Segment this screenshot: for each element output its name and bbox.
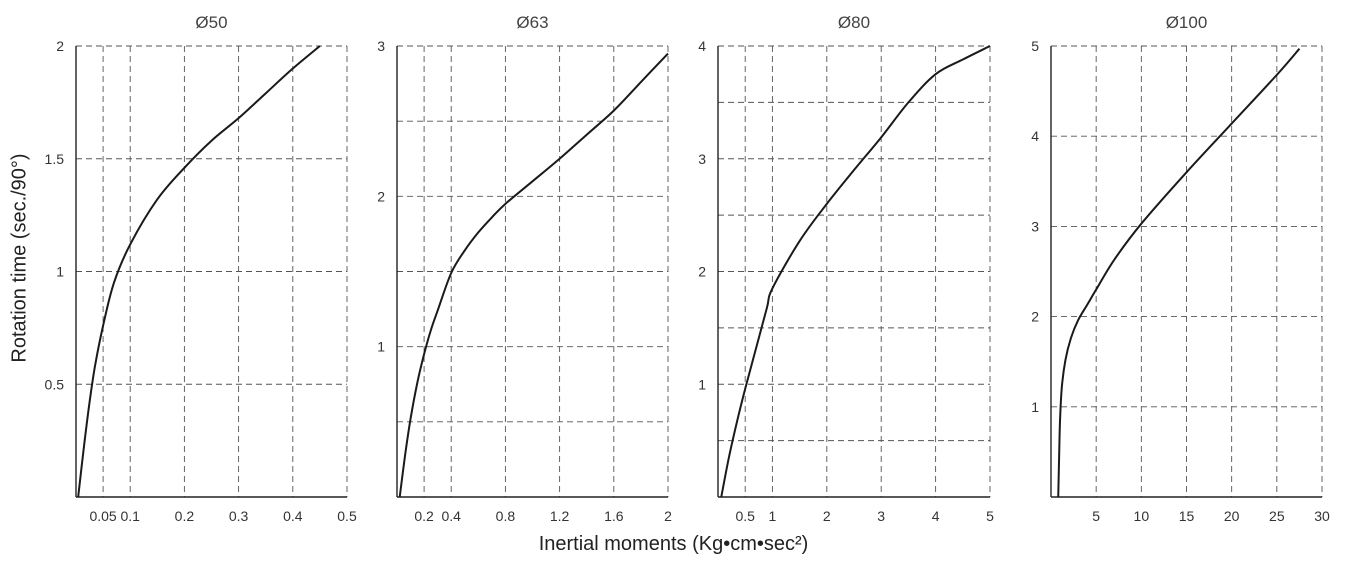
y-axis-label: Rotation time (sec./90°) (8, 153, 31, 363)
series-line-1 (398, 52, 669, 498)
chart-panel-4: 1 2 3 4 5 5 10 15 20 25 30 Ø100 (1031, 13, 1330, 524)
x-tick-label: 30 (1314, 508, 1330, 524)
y-tick-label: 4 (1031, 128, 1039, 144)
x-tick-label: 0.2 (414, 508, 434, 524)
y-tick-label: 1 (698, 376, 706, 392)
x-tick-label: 0.4 (441, 508, 461, 524)
x-tick-label: 5 (986, 508, 994, 524)
x-tick-label: 0.5 (735, 508, 755, 524)
y-tick-label: 4 (698, 38, 706, 54)
y-tick-label: 2 (377, 188, 385, 204)
x-tick-label: 4 (932, 508, 940, 524)
y-tick-label: 3 (1031, 218, 1039, 234)
series-line-1 (1057, 48, 1301, 498)
x-tick-label: 10 (1134, 508, 1150, 524)
x-tick-label: 1 (769, 508, 777, 524)
y-tick-label: 1 (56, 264, 64, 280)
x-tick-label: 0.5 (337, 508, 357, 524)
x-tick-label: 2 (823, 508, 831, 524)
y-tick-label: 3 (698, 151, 706, 167)
x-tick-label: 0.1 (120, 508, 140, 524)
x-tick-label: 25 (1269, 508, 1285, 524)
x-tick-label: 1.2 (550, 508, 570, 524)
y-tick-label: 1 (1031, 399, 1039, 415)
y-tick-label: 2 (698, 264, 706, 280)
chart-title: Ø80 (838, 13, 870, 32)
x-tick-label: 0.8 (496, 508, 516, 524)
series-line-1 (720, 45, 991, 498)
chart-title: Ø50 (195, 13, 227, 32)
x-tick-label: 15 (1179, 508, 1195, 524)
y-tick-label: 0.5 (45, 376, 65, 392)
chart-panel-2: 1 2 3 0.2 0.4 0.8 1.2 1.6 2 Ø63 (377, 13, 672, 524)
chart-title: Ø63 (516, 13, 548, 32)
x-tick-label: 3 (877, 508, 885, 524)
y-tick-label: 2 (1031, 309, 1039, 325)
x-tick-label: 0.3 (229, 508, 249, 524)
y-tick-label: 3 (377, 38, 385, 54)
x-tick-label: 20 (1224, 508, 1240, 524)
series-line-1 (77, 45, 321, 498)
y-tick-label: 5 (1031, 38, 1039, 54)
x-tick-label: 0.05 (89, 508, 116, 524)
x-axis-label: Inertial moments (Kg•cm•sec²) (538, 533, 809, 555)
x-tick-label: 5 (1092, 508, 1100, 524)
y-tick-label: 1.5 (45, 151, 65, 167)
x-tick-label: 2 (664, 508, 672, 524)
y-tick-label: 1 (377, 339, 385, 355)
x-tick-label: 0.4 (283, 508, 303, 524)
y-tick-label: 2 (56, 38, 64, 54)
chart-panel-3: 1 2 3 4 0.5 1 2 3 4 5 Ø80 (698, 13, 994, 524)
chart-panel-1: 0.5 1 1.5 2 0.05 0.1 0.2 0.3 0.4 0.5 Ø50 (45, 13, 357, 524)
chart-title: Ø100 (1166, 13, 1208, 32)
x-tick-label: 1.6 (604, 508, 624, 524)
x-tick-label: 0.2 (175, 508, 195, 524)
